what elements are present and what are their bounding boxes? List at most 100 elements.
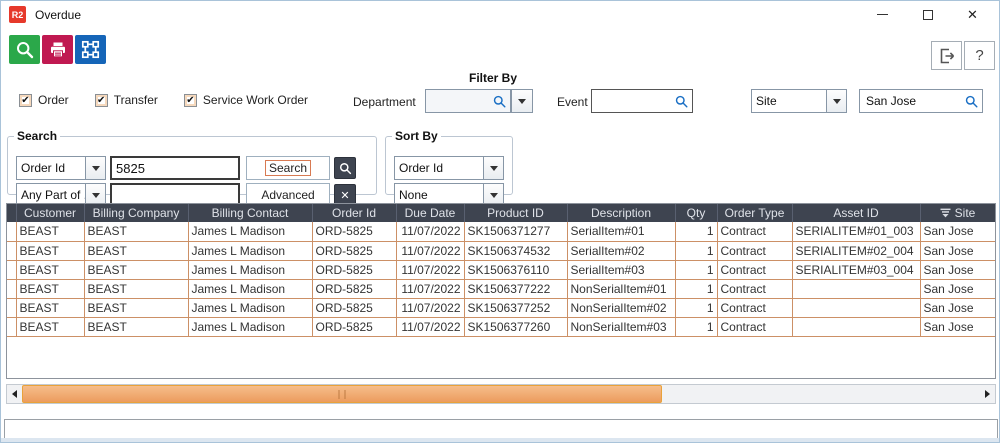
department-dropdown-button[interactable] — [511, 89, 533, 113]
checkbox-service-work-order[interactable]: ✔ Service Work Order — [183, 93, 308, 107]
cell-qty[interactable]: 1 — [675, 279, 718, 299]
close-button[interactable]: ✕ — [967, 6, 978, 22]
cell-billing-company[interactable]: BEAST — [84, 317, 189, 337]
sort-primary-dropdown[interactable]: Order Id — [394, 156, 504, 180]
cell-asset-id[interactable]: SERIALITEM#01_003 — [792, 222, 921, 242]
cell-order-id[interactable]: ORD-5825 — [312, 260, 397, 280]
search-field1-selector[interactable]: Order Id — [16, 156, 106, 180]
row-selector[interactable] — [7, 222, 17, 242]
horizontal-scrollbar[interactable] — [6, 384, 996, 404]
cell-description[interactable]: SerialItem#02 — [567, 241, 676, 261]
search-value-input[interactable] — [110, 156, 240, 180]
cell-order-id[interactable]: ORD-5825 — [312, 317, 397, 337]
cell-due-date[interactable]: 11/07/2022 — [396, 298, 465, 318]
department-input[interactable] — [430, 93, 493, 109]
checkbox-order[interactable]: ✔ Order — [19, 93, 69, 107]
table-row[interactable]: BEAST BEAST James L Madison ORD-5825 11/07/2… — [7, 241, 995, 261]
cell-order-id[interactable]: ORD-5825 — [312, 279, 397, 299]
cell-description[interactable]: NonSerialItem#01 — [567, 279, 676, 299]
table-row[interactable]: BEAST BEAST James L Madison ORD-5825 11/07/2… — [7, 317, 995, 337]
cell-order-type[interactable]: Contract — [717, 260, 793, 280]
cell-customer[interactable]: BEAST — [16, 317, 85, 337]
cell-billing-company[interactable]: BEAST — [84, 260, 189, 280]
event-field[interactable] — [591, 89, 693, 113]
cell-site[interactable]: San Jose — [920, 298, 995, 318]
cell-order-type[interactable]: Contract — [717, 241, 793, 261]
scrollbar-thumb[interactable] — [22, 385, 662, 403]
cell-qty[interactable]: 1 — [675, 241, 718, 261]
scrollbar-track[interactable] — [22, 385, 980, 403]
cell-billing-contact[interactable]: James L Madison — [188, 222, 313, 242]
cell-billing-contact[interactable]: James L Madison — [188, 241, 313, 261]
cell-asset-id[interactable] — [792, 317, 921, 337]
column-header-billing-contact[interactable]: Billing Contact — [188, 204, 313, 222]
cell-billing-contact[interactable]: James L Madison — [188, 260, 313, 280]
cell-product-id[interactable]: SK1506377260 — [464, 317, 568, 337]
cell-order-type[interactable]: Contract — [717, 279, 793, 299]
checkbox-icon[interactable]: ✔ — [19, 93, 32, 107]
sort-primary-dropdown-button[interactable] — [483, 157, 503, 179]
cell-description[interactable]: SerialItem#01 — [567, 222, 676, 242]
cell-asset-id[interactable]: SERIALITEM#02_004 — [792, 241, 921, 261]
cell-due-date[interactable]: 11/07/2022 — [396, 317, 465, 337]
cell-order-id[interactable]: ORD-5825 — [312, 222, 397, 242]
cell-due-date[interactable]: 11/07/2022 — [396, 260, 465, 280]
cell-product-id[interactable]: SK1506376110 — [464, 260, 568, 280]
cell-customer[interactable]: BEAST — [16, 260, 85, 280]
cell-order-id[interactable]: ORD-5825 — [312, 298, 397, 318]
cell-description[interactable]: NonSerialItem#03 — [567, 317, 676, 337]
cell-billing-company[interactable]: BEAST — [84, 241, 189, 261]
cell-site[interactable]: San Jose — [920, 279, 995, 299]
cell-order-id[interactable]: ORD-5825 — [312, 241, 397, 261]
column-header-order-type[interactable]: Order Type — [717, 204, 793, 222]
search-field2-dropdown-button[interactable] — [85, 184, 105, 206]
table-row[interactable]: BEAST BEAST James L Madison ORD-5825 11/07/2… — [7, 260, 995, 280]
exit-button[interactable] — [931, 41, 962, 70]
cell-site[interactable]: San Jose — [920, 260, 995, 280]
event-input[interactable] — [596, 93, 675, 109]
cell-billing-contact[interactable]: James L Madison — [188, 279, 313, 299]
cell-site[interactable]: San Jose — [920, 241, 995, 261]
column-header-customer[interactable]: Customer — [16, 204, 85, 222]
column-header-site[interactable]: Site — [920, 204, 995, 222]
column-header-due-date[interactable]: Due Date — [396, 204, 465, 222]
scroll-right-button[interactable] — [980, 385, 995, 403]
cell-billing-contact[interactable]: James L Madison — [188, 317, 313, 337]
table-row[interactable]: BEAST BEAST James L Madison ORD-5825 11/07/2… — [7, 298, 995, 318]
row-selector-header[interactable] — [7, 204, 17, 222]
row-selector[interactable] — [7, 298, 17, 318]
cell-order-type[interactable]: Contract — [717, 317, 793, 337]
minimize-button[interactable] — [860, 2, 905, 28]
cell-qty[interactable]: 1 — [675, 298, 718, 318]
column-header-description[interactable]: Description — [567, 204, 676, 222]
cell-customer[interactable]: BEAST — [16, 241, 85, 261]
sort-secondary-dropdown[interactable]: None — [394, 183, 504, 207]
search-field1-dropdown-button[interactable] — [85, 157, 105, 179]
cell-billing-company[interactable]: BEAST — [84, 279, 189, 299]
site-dropdown[interactable]: Site — [751, 89, 847, 113]
cell-due-date[interactable]: 11/07/2022 — [396, 222, 465, 242]
checkbox-icon[interactable]: ✔ — [183, 93, 197, 107]
toolbar-workflow-button[interactable] — [75, 35, 106, 64]
cell-qty[interactable]: 1 — [675, 317, 718, 337]
table-row[interactable]: BEAST BEAST James L Madison ORD-5825 11/07/2… — [7, 222, 995, 242]
cell-customer[interactable]: BEAST — [16, 298, 85, 318]
cell-billing-company[interactable]: BEAST — [84, 222, 189, 242]
cell-due-date[interactable]: 11/07/2022 — [396, 279, 465, 299]
search-button[interactable]: Search — [246, 156, 330, 180]
maximize-button[interactable] — [905, 2, 950, 28]
row-selector[interactable] — [7, 317, 17, 337]
cell-product-id[interactable]: SK1506377222 — [464, 279, 568, 299]
help-button[interactable]: ? — [964, 41, 995, 70]
cell-order-type[interactable]: Contract — [717, 222, 793, 242]
cell-customer[interactable]: BEAST — [16, 279, 85, 299]
scroll-left-button[interactable] — [7, 385, 22, 403]
site-search-input[interactable] — [864, 93, 965, 109]
row-selector[interactable] — [7, 241, 17, 261]
cell-customer[interactable]: BEAST — [16, 222, 85, 242]
cell-product-id[interactable]: SK1506371277 — [464, 222, 568, 242]
column-header-product-id[interactable]: Product ID — [464, 204, 568, 222]
cell-qty[interactable]: 1 — [675, 260, 718, 280]
cell-product-id[interactable]: SK1506374532 — [464, 241, 568, 261]
sort-secondary-dropdown-button[interactable] — [483, 184, 503, 206]
